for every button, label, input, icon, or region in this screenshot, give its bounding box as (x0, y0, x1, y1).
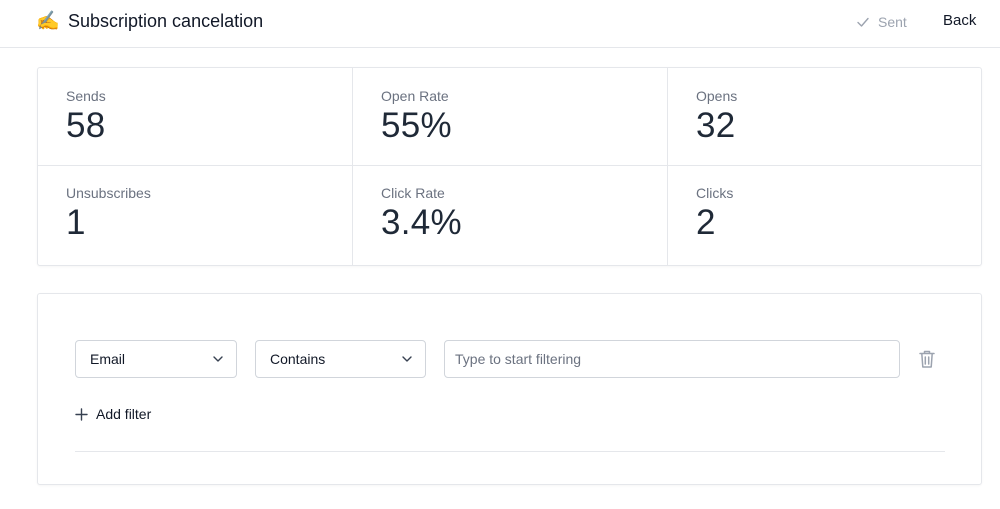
check-icon (857, 17, 869, 27)
writing-hand-icon: ✍️ (36, 10, 60, 32)
stat-label: Sends (66, 88, 106, 104)
field-select[interactable]: Email (75, 340, 237, 378)
trash-icon[interactable] (918, 349, 936, 369)
stat-sends: Sends 58 (38, 68, 353, 166)
status-label: Sent (878, 14, 907, 30)
stat-label: Unsubscribes (66, 185, 151, 201)
stat-label: Open Rate (381, 88, 449, 104)
add-filter-label: Add filter (96, 406, 152, 422)
stat-click-rate: Click Rate 3.4% (353, 166, 668, 265)
top-bar: ✍️ Subscription cancelation Sent Back (0, 0, 1000, 48)
chevron-down-icon (402, 356, 412, 362)
stat-value: 1 (66, 203, 86, 242)
operator-select[interactable]: Contains (255, 340, 426, 378)
stats-panel: Sends 58 Open Rate 55% Opens 32 Unsubscr… (37, 67, 982, 266)
back-button[interactable]: Back (943, 12, 977, 29)
stat-opens: Opens 32 (668, 68, 981, 166)
stat-label: Opens (696, 88, 738, 104)
stat-clicks: Clicks 2 (668, 166, 981, 265)
stat-value: 2 (696, 203, 716, 242)
page-heading: ✍️ Subscription cancelation (36, 10, 263, 32)
field-select-value: Email (90, 351, 126, 367)
stat-label: Click Rate (381, 185, 445, 201)
stat-unsubscribes: Unsubscribes 1 (38, 166, 353, 265)
stat-value: 55% (381, 106, 452, 145)
stat-open-rate: Open Rate 55% (353, 68, 668, 166)
status-indicator: Sent (856, 13, 907, 31)
divider (75, 451, 945, 452)
stat-value: 32 (696, 106, 736, 145)
filter-input[interactable] (444, 340, 900, 378)
stat-label: Clicks (696, 185, 734, 201)
stat-value: 3.4% (381, 203, 462, 242)
page-title: Subscription cancelation (68, 11, 264, 31)
stat-value: 58 (66, 106, 106, 145)
filter-panel: Email Contains Add filter (37, 293, 982, 485)
operator-select-value: Contains (270, 351, 326, 367)
plus-icon (75, 407, 88, 421)
add-filter-button[interactable]: Add filter (75, 406, 151, 422)
chevron-down-icon (213, 356, 223, 362)
